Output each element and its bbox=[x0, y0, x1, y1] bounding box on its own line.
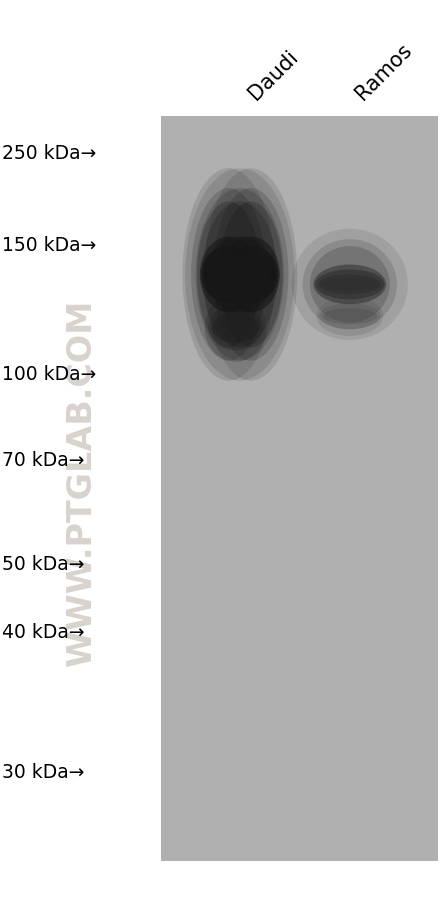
Ellipse shape bbox=[229, 263, 272, 287]
Ellipse shape bbox=[204, 256, 253, 294]
Text: 30 kDa→: 30 kDa→ bbox=[2, 761, 84, 781]
Text: 70 kDa→: 70 kDa→ bbox=[2, 450, 84, 470]
Ellipse shape bbox=[212, 313, 259, 344]
Ellipse shape bbox=[314, 265, 386, 305]
Ellipse shape bbox=[319, 304, 381, 329]
Ellipse shape bbox=[303, 240, 397, 330]
Ellipse shape bbox=[226, 256, 275, 294]
Ellipse shape bbox=[202, 202, 277, 348]
Ellipse shape bbox=[191, 189, 267, 362]
Ellipse shape bbox=[185, 169, 294, 382]
Ellipse shape bbox=[319, 275, 381, 295]
Ellipse shape bbox=[207, 263, 250, 287]
Text: 250 kDa→: 250 kDa→ bbox=[2, 143, 96, 163]
Ellipse shape bbox=[323, 279, 377, 291]
Text: 150 kDa→: 150 kDa→ bbox=[2, 235, 96, 255]
Ellipse shape bbox=[183, 169, 275, 382]
Text: Ramos: Ramos bbox=[352, 40, 416, 104]
Text: WWW.PTGLAB.COM: WWW.PTGLAB.COM bbox=[65, 299, 98, 666]
Ellipse shape bbox=[213, 189, 289, 362]
Text: Daudi: Daudi bbox=[244, 47, 301, 104]
Ellipse shape bbox=[316, 297, 383, 336]
Ellipse shape bbox=[205, 294, 266, 363]
Ellipse shape bbox=[310, 247, 390, 323]
Ellipse shape bbox=[222, 237, 280, 313]
Ellipse shape bbox=[207, 247, 272, 303]
Ellipse shape bbox=[200, 237, 258, 313]
Text: 100 kDa→: 100 kDa→ bbox=[2, 364, 96, 384]
Ellipse shape bbox=[201, 247, 257, 303]
Ellipse shape bbox=[323, 308, 377, 325]
Ellipse shape bbox=[208, 306, 263, 351]
Ellipse shape bbox=[292, 229, 408, 341]
Ellipse shape bbox=[211, 256, 269, 294]
Text: 40 kDa→: 40 kDa→ bbox=[2, 621, 85, 641]
Ellipse shape bbox=[214, 263, 265, 287]
Ellipse shape bbox=[197, 202, 260, 348]
Ellipse shape bbox=[219, 202, 282, 348]
Text: 50 kDa→: 50 kDa→ bbox=[2, 554, 84, 574]
Ellipse shape bbox=[205, 169, 297, 382]
Ellipse shape bbox=[315, 271, 384, 300]
Ellipse shape bbox=[206, 237, 274, 313]
FancyBboxPatch shape bbox=[161, 117, 438, 861]
Ellipse shape bbox=[223, 247, 279, 303]
Ellipse shape bbox=[195, 189, 284, 362]
